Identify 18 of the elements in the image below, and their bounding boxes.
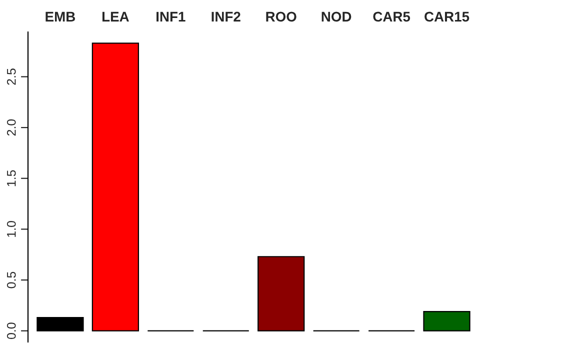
- x-tick-label: NOD: [322, 12, 352, 22]
- y-tick-label: 1.5: [7, 170, 16, 186]
- x-tick-label: EMB: [46, 12, 76, 22]
- x-tick-label: LEA: [102, 12, 129, 22]
- bar: [423, 310, 470, 332]
- x-tick-label: INF1: [156, 12, 186, 22]
- y-tick-label: 2.5: [6, 68, 16, 85]
- bar: [258, 256, 305, 332]
- bar: [92, 42, 139, 332]
- bar: [36, 317, 84, 332]
- y-tick-label: 0.5: [6, 272, 16, 288]
- y-tick-label: 0.0: [6, 322, 16, 340]
- x-tick-label: CAR15: [424, 12, 470, 22]
- y-tick-label: 2.0: [6, 119, 16, 136]
- y-tick-label: 1.0: [6, 220, 16, 237]
- x-tick-label: ROO: [266, 12, 296, 22]
- x-tick-label: INF2: [212, 12, 240, 22]
- x-tick-label: CAR5: [373, 12, 410, 22]
